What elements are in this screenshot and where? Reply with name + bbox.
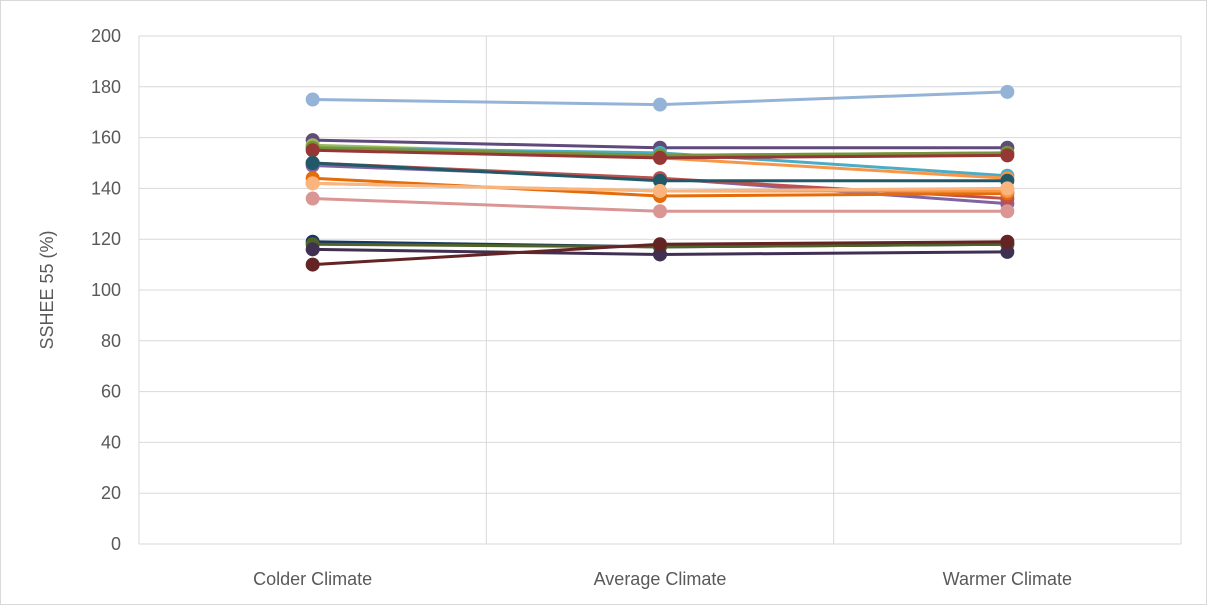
data-point <box>305 242 320 257</box>
data-point <box>1000 204 1015 219</box>
data-point <box>1000 148 1015 163</box>
series-1 <box>305 84 1015 112</box>
data-point <box>653 97 667 112</box>
series-group <box>305 84 1015 272</box>
x-axis-tick-labels: Colder Climate Average Climate Warmer Clim… <box>253 569 1072 589</box>
series-17 <box>305 242 1015 262</box>
x-tick-label: Warmer Climate <box>943 569 1072 589</box>
data-point <box>653 247 667 262</box>
y-tick-label: 120 <box>91 229 121 249</box>
data-point <box>1000 181 1015 196</box>
data-point <box>653 237 667 252</box>
data-point <box>1000 84 1015 99</box>
data-point <box>1000 244 1015 259</box>
data-point <box>305 176 320 191</box>
y-tick-label: 40 <box>101 432 121 452</box>
y-tick-label: 200 <box>91 26 121 46</box>
y-tick-label: 140 <box>91 178 121 198</box>
y-tick-label: 180 <box>91 77 121 97</box>
data-point <box>1000 234 1015 249</box>
y-tick-label: 0 <box>111 534 121 554</box>
data-point <box>305 191 320 206</box>
series-18 <box>305 234 1015 272</box>
x-tick-label: Average Climate <box>594 569 727 589</box>
data-point <box>305 92 320 107</box>
data-point <box>653 150 667 165</box>
series-13 <box>305 176 1015 198</box>
data-point <box>653 204 667 219</box>
y-tick-label: 60 <box>101 382 121 402</box>
data-point <box>305 257 320 272</box>
y-tick-label: 80 <box>101 331 121 351</box>
data-point <box>653 173 667 188</box>
series-14 <box>305 191 1015 219</box>
x-tick-label: Colder Climate <box>253 569 372 589</box>
data-point <box>653 183 667 198</box>
y-tick-label: 100 <box>91 280 121 300</box>
y-axis-tick-labels: 0 20 40 60 80 100 120 140 160 180 200 <box>91 26 121 554</box>
y-axis-title: SSHEE 55 (%) <box>37 230 57 349</box>
data-point <box>305 156 320 170</box>
y-tick-label: 20 <box>101 483 121 503</box>
gridlines <box>138 35 1182 545</box>
series-7 <box>305 143 1015 165</box>
y-tick-label: 160 <box>91 128 121 148</box>
data-point <box>305 143 320 158</box>
